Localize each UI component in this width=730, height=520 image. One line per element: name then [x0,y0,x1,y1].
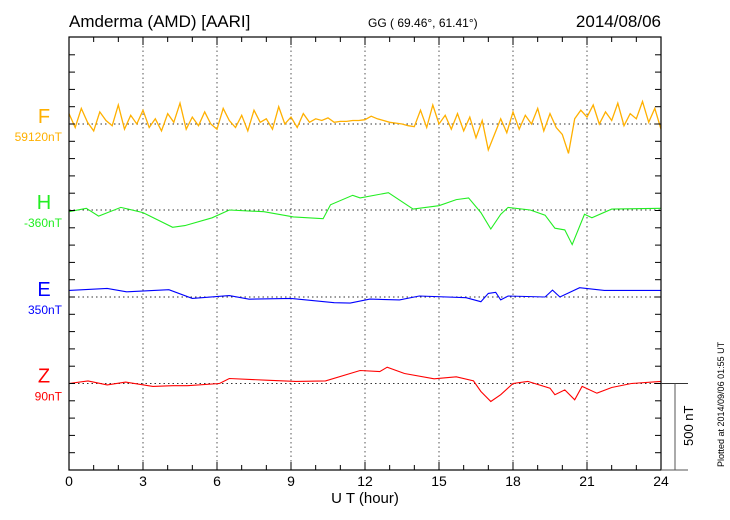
series-name-E: E [37,279,50,301]
x-tick-label: 0 [65,473,73,489]
x-tick-label: 21 [579,473,595,489]
series-group [68,99,662,403]
series-line-F [68,99,662,154]
scale-bar-label: 500 nT [681,405,696,446]
x-tick-label: 6 [213,473,221,489]
plotted-timestamp: Plotted at 2014/09/06 01:55 UT [716,341,726,467]
plot-date: 2014/08/06 [576,12,661,31]
series-name-F: F [38,106,50,128]
station-coordinates: GG ( 69.46°, 61.41°) [368,16,478,30]
x-tick-label: 24 [653,473,669,489]
series-line-Z [68,366,662,403]
series-baseline-Z: 90nT [35,390,63,404]
x-tick-label: 12 [357,473,373,489]
x-tick-label: 3 [139,473,147,489]
grid [69,37,661,470]
x-tick-label: 18 [505,473,521,489]
series-labels: F 59120nT H -360nT E 350nT Z 90nT [15,106,63,404]
x-axis-label: U T (hour) [331,490,399,507]
x-tick-label: 9 [287,473,295,489]
axis-ticks: 0 3 6 9 12 15 18 21 24 [65,37,669,489]
x-tick-label: 15 [431,473,447,489]
series-baseline-E: 350nT [28,303,63,317]
series-line-E [68,287,661,304]
series-baseline-F: 59120nT [15,130,63,144]
series-line-H [68,192,662,246]
series-name-H: H [37,192,51,214]
series-baseline-H: -360nT [24,216,63,230]
station-title: Amderma (AMD) [AARI] [69,12,250,31]
series-name-Z: Z [38,366,50,388]
